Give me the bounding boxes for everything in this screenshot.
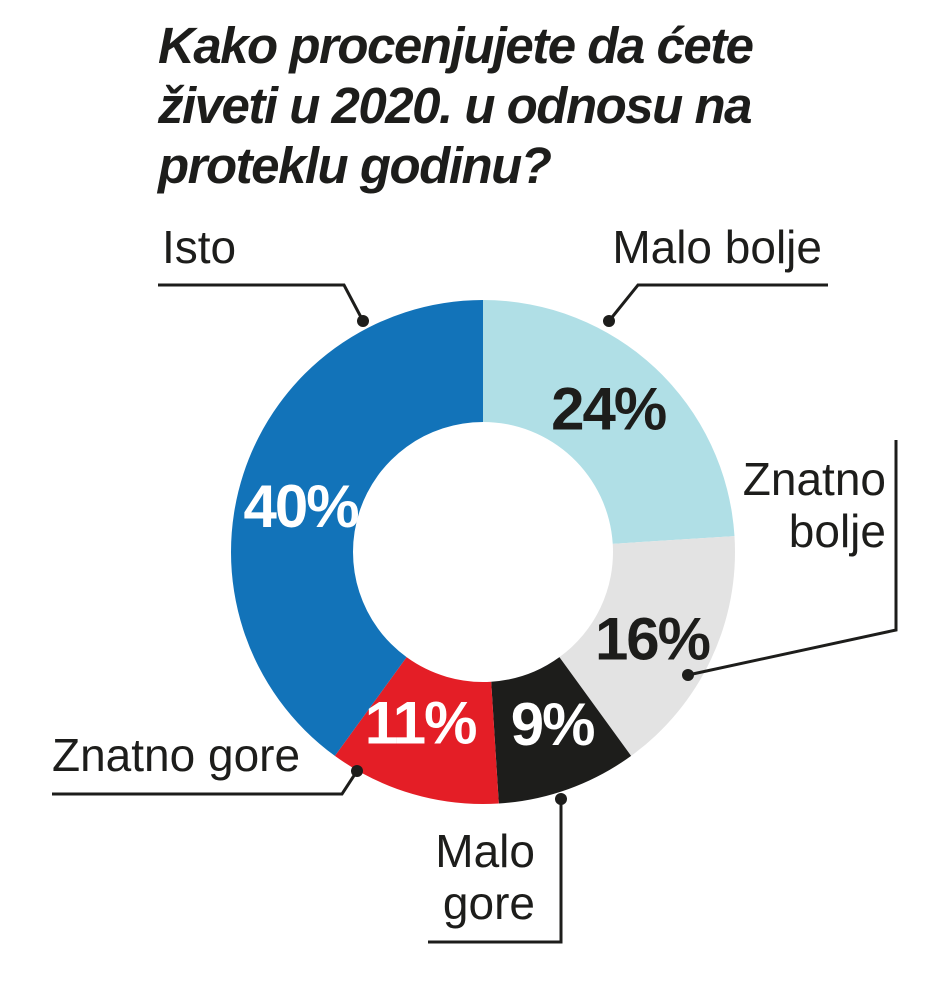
slice-isto [231, 300, 483, 756]
slice-znatno-gore [334, 657, 499, 805]
leader-line-malo-bolje [607, 283, 828, 322]
slices-layer [231, 300, 735, 805]
category-labels-layer: Malo bolje Znatno bolje Malo gore Znatno gore… [52, 221, 886, 929]
slice-malo-gore [491, 657, 632, 804]
value-label-isto: 40% [244, 473, 359, 540]
value-labels-layer: 24% 16%9% 11% 40% [244, 376, 712, 759]
category-label-znatno-gore: Znatno gore [52, 729, 300, 781]
leader-line-malo-gore [428, 799, 563, 944]
leader-dot-isto [357, 315, 369, 327]
leader-line-znatno-bolje [687, 440, 898, 677]
leader-dot-malo-bolje [603, 315, 615, 327]
category-label-znatno-bolje: Znatno bolje [743, 453, 886, 557]
category-label-isto: Isto [162, 221, 236, 273]
category-label-malo-gore: Malo gore [435, 825, 535, 929]
leader-line-znatno-gore [52, 770, 359, 796]
value-label-malo-gore: 9% [511, 691, 594, 758]
slice-malo-bolje [483, 300, 735, 544]
leader-dot-znatno-gore [351, 765, 363, 777]
value-label-znatno-gore: 11% [365, 689, 476, 756]
value-label-malo-bolje: 24% [551, 376, 666, 443]
leader-dot-znatno-bolje [682, 669, 694, 681]
chart-title: Kako procenjujete da ćete živeti u 2020.… [158, 17, 754, 194]
slice-znatno-bolje [559, 536, 735, 756]
leader-line-isto [158, 283, 365, 322]
value-label-znatno-bolje: 16% [595, 605, 710, 672]
leader-dot-malo-gore [555, 793, 567, 805]
leader-lines-layer [52, 283, 898, 944]
category-label-malo-bolje: Malo bolje [612, 221, 822, 273]
